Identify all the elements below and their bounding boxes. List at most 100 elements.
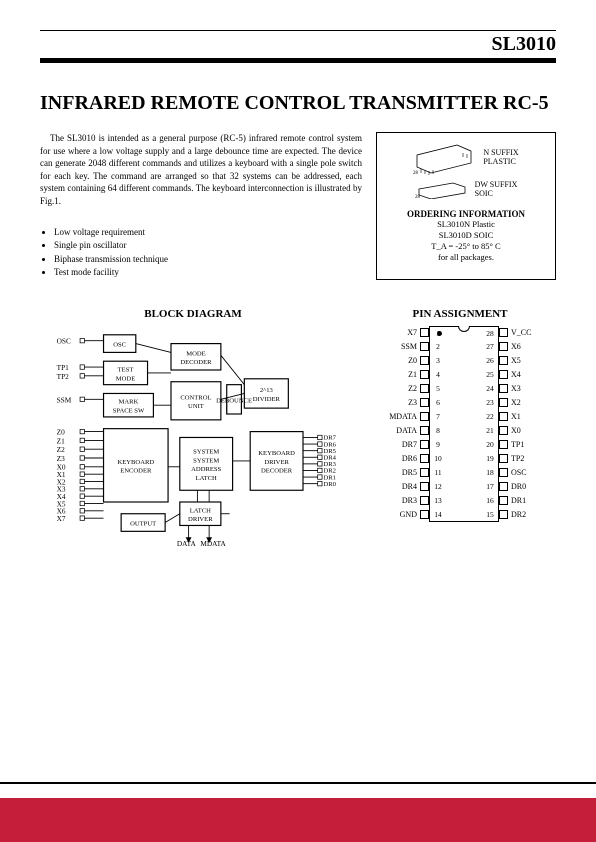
pin-pad-icon bbox=[499, 482, 508, 491]
pin-pad-icon bbox=[420, 496, 429, 505]
svg-text:TP1: TP1 bbox=[57, 363, 70, 372]
svg-text:OUTPUT: OUTPUT bbox=[130, 520, 156, 527]
pin-num-left: 6 bbox=[430, 398, 446, 407]
pin-num-left: 5 bbox=[430, 384, 446, 393]
pin-pad-icon bbox=[499, 454, 508, 463]
pin-num-left: 12 bbox=[430, 482, 446, 491]
svg-text:SYSTEM: SYSTEM bbox=[193, 457, 219, 464]
svg-text:SPACE SW: SPACE SW bbox=[113, 407, 145, 414]
pin-num-right: 17 bbox=[482, 482, 498, 491]
feature-item: Biphase transmission technique bbox=[54, 253, 362, 267]
feature-item: Test mode facility bbox=[54, 266, 362, 280]
pin-pad-icon bbox=[420, 384, 429, 393]
pin-left-label: Z1 bbox=[372, 370, 420, 379]
svg-text:KEYBOARD: KEYBOARD bbox=[117, 458, 154, 465]
svg-text:2^13: 2^13 bbox=[260, 387, 274, 394]
pin-row: SSM227X6 bbox=[364, 340, 556, 354]
pin-left-label: DR3 bbox=[372, 496, 420, 505]
pin-row: MDATA722X1 bbox=[364, 410, 556, 424]
svg-text:CONTROL: CONTROL bbox=[180, 394, 211, 401]
svg-text:SSM: SSM bbox=[57, 395, 72, 404]
pin-pad-icon bbox=[420, 370, 429, 379]
pin-num-left: 11 bbox=[430, 468, 446, 477]
svg-text:DRIVER: DRIVER bbox=[188, 516, 213, 523]
pin-pad-icon bbox=[499, 398, 508, 407]
intro-column: The SL3010 is intended as a general purp… bbox=[40, 132, 362, 280]
pin-num-right: 21 bbox=[482, 426, 498, 435]
svg-text:Z3: Z3 bbox=[57, 453, 65, 462]
svg-text:Z0: Z0 bbox=[57, 427, 65, 436]
pin-left-label: Z2 bbox=[372, 384, 420, 393]
pin-right-label: X6 bbox=[508, 342, 548, 351]
svg-text:MARK: MARK bbox=[119, 398, 139, 405]
pin-num-left: 4 bbox=[430, 370, 446, 379]
pin-pad-icon bbox=[420, 454, 429, 463]
svg-text:LATCH: LATCH bbox=[196, 475, 217, 482]
pin-num-right: 20 bbox=[482, 440, 498, 449]
pin-left-label: GND bbox=[372, 510, 420, 519]
svg-text:DR0: DR0 bbox=[324, 480, 337, 487]
pin-num-left: 7 bbox=[430, 412, 446, 421]
pin-left-label: DR7 bbox=[372, 440, 420, 449]
intro-paragraph: The SL3010 is intended as a general purp… bbox=[40, 132, 362, 208]
svg-text:DATA: DATA bbox=[177, 539, 197, 546]
ordering-line: SL3010D SOIC bbox=[383, 230, 549, 241]
pin-row: X7128V_CC bbox=[364, 326, 556, 340]
pin-pad-icon bbox=[420, 342, 429, 351]
svg-text:28: 28 bbox=[415, 195, 421, 199]
pin-row: Z3623X2 bbox=[364, 396, 556, 410]
pin-right-label: TP1 bbox=[508, 440, 548, 449]
pin-left-label: Z3 bbox=[372, 398, 420, 407]
pin-num-left: 2 bbox=[430, 342, 446, 351]
svg-text:Z1: Z1 bbox=[57, 436, 65, 445]
pin-pad-icon bbox=[499, 426, 508, 435]
pin-assignment-title: PIN ASSIGNMENT bbox=[364, 308, 556, 320]
svg-text:TP2: TP2 bbox=[57, 371, 70, 380]
svg-text:MDATA: MDATA bbox=[200, 539, 226, 546]
pin-left-label: MDATA bbox=[372, 412, 420, 421]
pkg-type-soic: SOIC bbox=[475, 190, 518, 199]
svg-text:LATCH: LATCH bbox=[190, 507, 211, 514]
pin-row: DR41217DR0 bbox=[364, 480, 556, 494]
pin-diagram: X7128V_CCSSM227X6Z0326X5Z1425X4Z2524X3Z3… bbox=[364, 326, 556, 522]
part-number: SL3010 bbox=[492, 33, 556, 56]
pin-pad-icon bbox=[499, 384, 508, 393]
pin-num-right: 23 bbox=[482, 398, 498, 407]
footer: SLS System Logic Semiconductor bbox=[0, 782, 596, 842]
pin-pad-icon bbox=[420, 440, 429, 449]
pin-row: Z1425X4 bbox=[364, 368, 556, 382]
pin-right-label: DR2 bbox=[508, 510, 548, 519]
feature-item: Low voltage requirement bbox=[54, 226, 362, 240]
pin-num-left: 8 bbox=[430, 426, 446, 435]
pin-left-label: X7 bbox=[372, 328, 420, 337]
pin1-dot-icon bbox=[437, 331, 442, 336]
svg-text:OSC: OSC bbox=[57, 336, 71, 345]
pin-num-left: 14 bbox=[430, 510, 446, 519]
pin-left-label: SSM bbox=[372, 342, 420, 351]
pin-right-label: V_CC bbox=[508, 328, 548, 337]
pin-pad-icon bbox=[499, 356, 508, 365]
pin-row: Z2524X3 bbox=[364, 382, 556, 396]
footer-bar bbox=[0, 798, 596, 842]
pin-left-label: DR6 bbox=[372, 454, 420, 463]
block-diagram-title: BLOCK DIAGRAM bbox=[40, 308, 346, 320]
pin-right-label: X3 bbox=[508, 384, 548, 393]
pin-num-left: 13 bbox=[430, 496, 446, 505]
pin-pad-icon bbox=[499, 328, 508, 337]
pin-pad-icon bbox=[499, 342, 508, 351]
pin-left-label: DATA bbox=[372, 426, 420, 435]
pin-pad-icon bbox=[499, 440, 508, 449]
pin-right-label: X0 bbox=[508, 426, 548, 435]
pin-left-label: DR4 bbox=[372, 482, 420, 491]
ordering-line: SL3010N Plastic bbox=[383, 219, 549, 230]
page-title: INFRARED REMOTE CONTROL TRANSMITTER RC-5 bbox=[40, 91, 556, 116]
ordering-line: for all packages. bbox=[383, 252, 549, 263]
svg-text:X7: X7 bbox=[57, 514, 66, 523]
pin-pad-icon bbox=[420, 356, 429, 365]
svg-text:MODE: MODE bbox=[116, 375, 135, 382]
pin-right-label: TP2 bbox=[508, 454, 548, 463]
dip-icon: 28 bbox=[413, 141, 475, 175]
svg-text:28: 28 bbox=[413, 171, 419, 175]
pin-notch-icon bbox=[458, 326, 470, 332]
pin-num-right: 16 bbox=[482, 496, 498, 505]
